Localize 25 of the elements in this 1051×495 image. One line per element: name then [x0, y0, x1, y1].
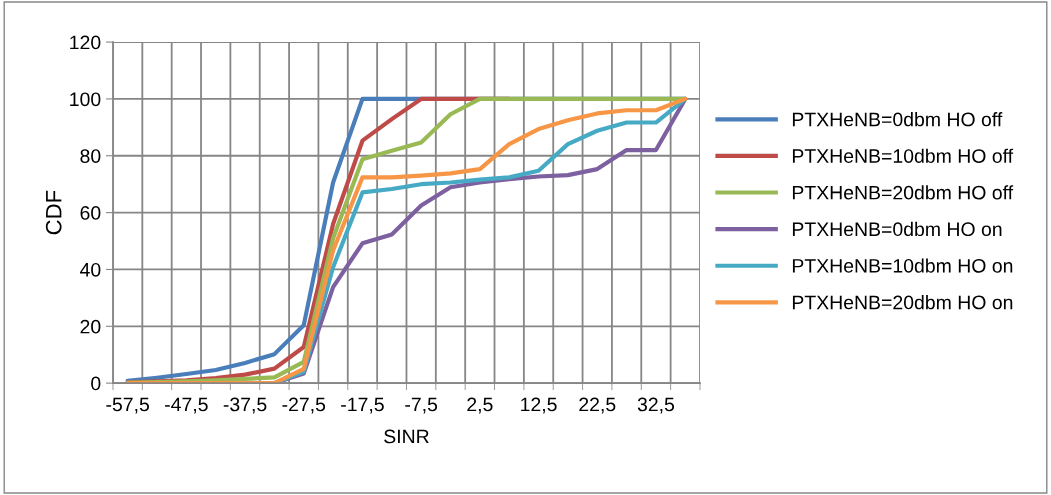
x-tick-label: -47,5 — [165, 397, 208, 414]
y-axis-title: CDF — [45, 190, 62, 235]
y-tick-label: 40 — [80, 262, 101, 277]
legend-label: PTXHeNB=0dbm HO off — [792, 112, 1003, 127]
x-tick-label: -7,5 — [405, 397, 438, 414]
legend-label: PTXHeNB=0dbm HO on — [792, 221, 1002, 237]
y-tick-label: 80 — [80, 149, 101, 163]
x-tick-label: 32,5 — [637, 397, 675, 414]
legend-label: PTXHeNB=10dbm HO off — [792, 148, 1014, 163]
y-tick-label: 100 — [70, 92, 101, 107]
x-axis-title: SINR — [384, 429, 429, 444]
legend-label: PTXHeNB=20dbm HO on — [792, 295, 1013, 310]
legend-label: PTXHeNB=20dbm HO off — [792, 185, 1014, 200]
y-tick-label: 60 — [80, 206, 101, 220]
x-tick-label: -17,5 — [341, 397, 384, 414]
y-tick-label: 20 — [80, 319, 101, 334]
y-tick-label: 120 — [70, 35, 101, 50]
legend-label: PTXHeNB=10dbm HO on — [792, 258, 1013, 273]
x-tick-label: -57,5 — [106, 397, 149, 414]
x-tick-label: 12,5 — [521, 397, 557, 414]
x-tick-label: 2,5 — [467, 397, 493, 414]
x-tick-label: -27,5 — [282, 397, 326, 414]
x-tick-label: -37,5 — [223, 397, 267, 414]
y-tick-label: 0 — [91, 376, 101, 391]
x-tick-label: 22,5 — [579, 397, 616, 414]
